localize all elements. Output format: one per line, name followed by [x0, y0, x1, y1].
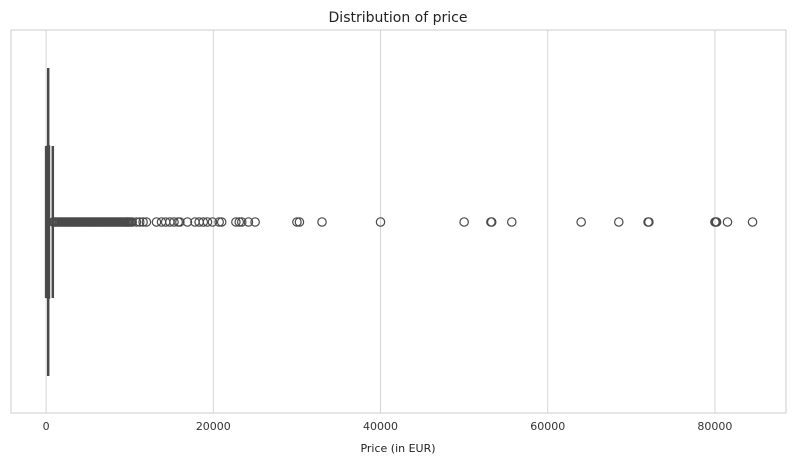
plot-frame	[10, 29, 787, 414]
outlier-point	[294, 217, 305, 227]
outlier-point	[250, 217, 260, 227]
outlier-point	[243, 217, 254, 227]
outlier-point	[198, 217, 209, 227]
outlier-point	[375, 217, 386, 227]
x-axis-label: Price (in EUR)	[360, 442, 435, 455]
outlier-point	[207, 217, 218, 227]
outlier-point	[175, 217, 185, 227]
outlier-point	[486, 217, 497, 227]
outlier-point	[234, 217, 245, 227]
outlier-point	[459, 217, 469, 227]
outlier-point	[214, 217, 224, 227]
x-tick-label: 40000	[363, 420, 398, 433]
outlier-point	[127, 217, 138, 227]
x-tick-label: 80000	[697, 420, 732, 433]
outlier-point	[613, 217, 624, 227]
outlier-point	[141, 217, 152, 227]
outlier-point	[151, 217, 162, 227]
outlier-point	[216, 217, 227, 227]
chart-title: Distribution of price	[329, 10, 468, 26]
outlier-point	[182, 217, 193, 227]
outlier-point	[202, 217, 213, 227]
outlier-point	[292, 217, 302, 227]
outlier-point	[644, 217, 654, 227]
outlier-point	[169, 217, 179, 227]
x-tick-labels: 0 20000 40000 60000 80000	[43, 420, 733, 433]
outlier-points	[48, 217, 758, 227]
outlier-point	[576, 217, 586, 227]
outlier-point	[317, 217, 327, 227]
outlier-point	[506, 217, 517, 227]
outlier-point	[231, 217, 241, 227]
outlier-point	[747, 217, 758, 227]
outlier-point	[134, 217, 145, 227]
x-tick-label: 60000	[530, 420, 565, 433]
outlier-point	[722, 217, 733, 227]
outlier-point	[711, 217, 722, 227]
outlier-point	[236, 217, 247, 227]
x-tick-label: 20000	[196, 420, 231, 433]
outlier-point	[138, 217, 148, 227]
grid-lines	[45, 30, 716, 413]
x-tick-label: 0	[43, 420, 50, 433]
outlier-point	[131, 217, 142, 227]
